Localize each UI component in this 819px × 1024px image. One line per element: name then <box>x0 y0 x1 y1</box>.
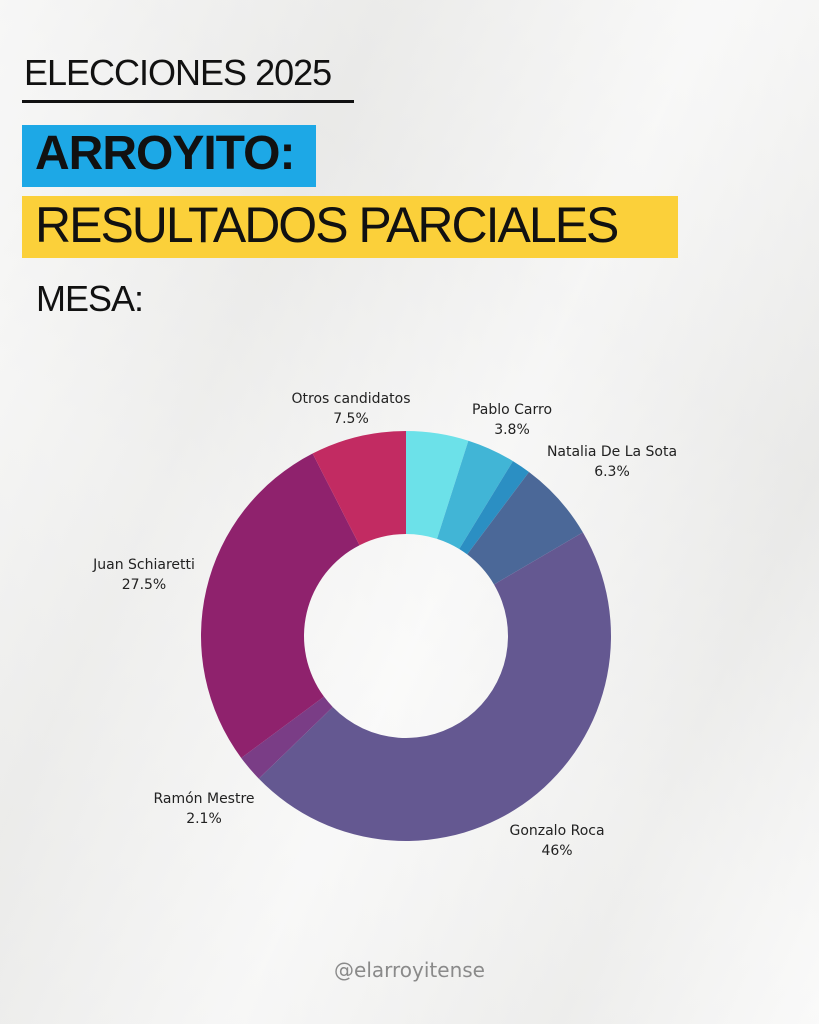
donut-slice-unlabeled-0 <box>406 431 469 539</box>
slice-label-value: 6.3% <box>594 464 630 480</box>
social-handle: @elarroyitense <box>334 958 485 982</box>
subtitle-highlight <box>22 196 678 258</box>
slice-label-value: 7.5% <box>333 411 369 427</box>
kicker-text: ELECCIONES 2025 <box>24 52 332 93</box>
slice-label-name: Juan Schiaretti <box>92 557 195 573</box>
donut-slice-natalia-de-la-sota <box>467 471 583 585</box>
donut-slice-juan-schiaretti <box>200 453 360 758</box>
slice-label-name: Otros candidatos <box>291 391 410 407</box>
donut-slice-pablo-carro <box>437 440 513 549</box>
donut-slice-unlabeled-2 <box>459 461 529 555</box>
page-subtitle: RESULTADOS PARCIALES <box>35 197 619 253</box>
slice-label-name: Natalia De La Sota <box>547 444 677 460</box>
kicker-underline <box>22 100 354 103</box>
donut-slice-ramón-mestre <box>241 696 333 779</box>
slice-label-value: 46% <box>541 843 572 859</box>
donut-slice-gonzalo-roca <box>258 532 611 841</box>
slice-label-value: 2.1% <box>186 811 222 827</box>
slice-label-name: Ramón Mestre <box>153 791 254 807</box>
page-title: ARROYITO: <box>35 127 295 180</box>
title-highlight <box>22 125 316 187</box>
mesa-label: MESA: <box>36 278 144 319</box>
donut-slice-otros-candidatos <box>312 431 406 546</box>
slice-label-name: Gonzalo Roca <box>509 823 604 839</box>
slice-label-value: 3.8% <box>494 422 530 438</box>
slice-label-value: 27.5% <box>122 577 166 593</box>
slice-label-name: Pablo Carro <box>472 402 552 418</box>
